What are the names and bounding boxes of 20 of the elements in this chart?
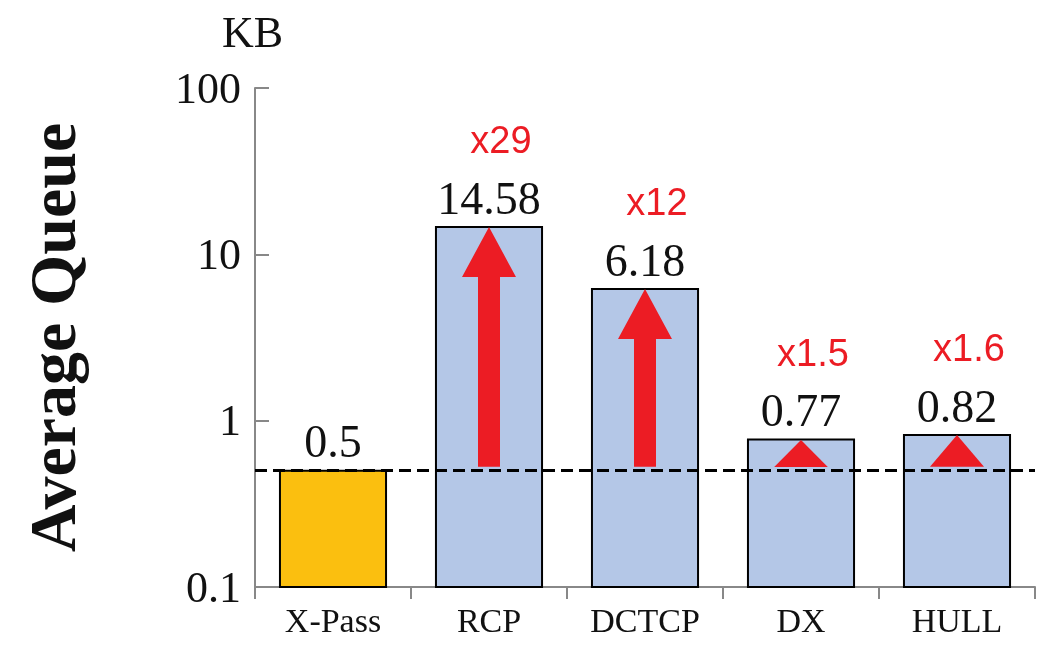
text: KB xyxy=(222,7,284,57)
x-tick-label: DCTCP xyxy=(590,601,700,639)
x-tick-label: RCP xyxy=(456,601,522,639)
data-label: 6.18 xyxy=(604,234,686,286)
annotation: x1.5 xyxy=(777,331,849,374)
x-tick-label: HULL xyxy=(911,601,1003,639)
y-tick-label: 100 xyxy=(175,63,241,113)
data-label: 0.5 xyxy=(304,416,362,468)
data-label: 0.77 xyxy=(760,385,842,437)
annotation: x29 xyxy=(470,119,532,162)
x-tick-label: DX xyxy=(776,601,826,639)
data-label: 14.58 xyxy=(437,172,541,224)
annotation: x1.6 xyxy=(933,327,1005,369)
y-axis-title: Average Queue xyxy=(15,122,89,553)
y-tick-label: 10 xyxy=(197,229,241,279)
annotation: x12 xyxy=(626,181,688,224)
data-label: 0.82 xyxy=(916,380,998,432)
y-tick-label: 1 xyxy=(219,396,241,446)
y-tick-label: 0.1 xyxy=(186,562,241,612)
x-tick-label: X-Pass xyxy=(284,601,382,639)
